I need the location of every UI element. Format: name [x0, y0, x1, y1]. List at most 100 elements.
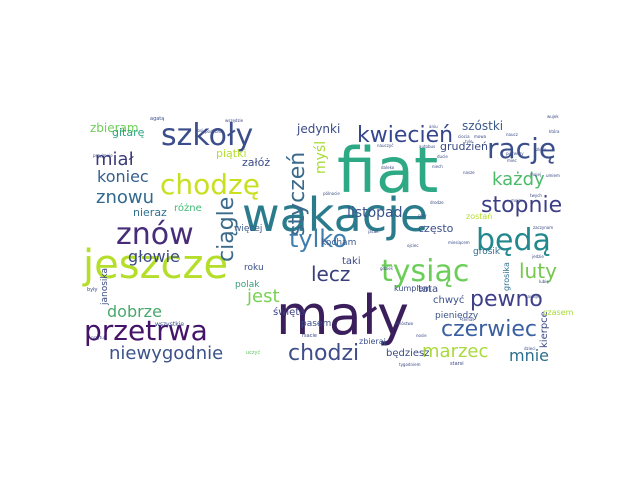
- word-dobrze: dobrze: [107, 302, 162, 321]
- word-taki: taki: [342, 256, 361, 267]
- word-tygodniem: tygodniem: [399, 362, 421, 367]
- word-były: były: [87, 287, 98, 293]
- word-gdzieś: gdzieś: [380, 266, 393, 271]
- word-różne: różne: [174, 202, 202, 214]
- word-grosika: grosika: [502, 262, 511, 291]
- word-tylko: tylko: [289, 225, 347, 253]
- word-kwiecień: kwiecień: [357, 123, 453, 148]
- word-pierwszy: pierwszy: [506, 151, 524, 156]
- word-nieraz: nieraz: [133, 206, 167, 219]
- word-nasze: nasze: [463, 170, 475, 175]
- word-tata: tata: [418, 284, 438, 295]
- word-jedynki: jedynki: [296, 122, 340, 136]
- word-nauczyć: nauczyć: [377, 143, 393, 148]
- word-mnie: mnie: [509, 346, 549, 365]
- word-mojej: mojej: [530, 172, 541, 177]
- word-miec: miec: [507, 158, 517, 163]
- word-przy: przy: [418, 213, 427, 218]
- word-mały: mały: [276, 284, 409, 347]
- word-głowie: głowie: [128, 247, 180, 266]
- word-starsi: starsi: [450, 361, 464, 367]
- word-chwyć: chwyć: [433, 294, 464, 306]
- word-jacak: jacak: [367, 229, 379, 234]
- word-temat: temat: [462, 317, 474, 322]
- word-często: często: [418, 222, 454, 235]
- word-zbieram: zbieram: [90, 121, 139, 135]
- word-przyjmuje: przyjmuje: [93, 153, 113, 158]
- word-jeszcze: jeszcze: [82, 242, 228, 288]
- word-czasem: czasem: [543, 308, 574, 317]
- word-pieniędzy: pieniędzy: [435, 311, 479, 321]
- word-naucz: naucz: [506, 132, 518, 137]
- word-jedzie: jedzie: [531, 254, 544, 259]
- word-polak: polak: [235, 280, 260, 290]
- word-lubię: lubię: [539, 279, 549, 284]
- word-będą: będą: [476, 223, 551, 258]
- word-tysiąc: tysiąc: [381, 254, 469, 289]
- word-stopnie: stopnie: [481, 193, 562, 218]
- word-gitarę: gitarę: [112, 126, 145, 139]
- word-koniec: koniec: [97, 167, 149, 186]
- word-więcej: więcej: [234, 224, 262, 234]
- word-niech: niech: [432, 164, 443, 169]
- word-lecz: lecz: [311, 262, 350, 286]
- word-chodzi: chodzi: [288, 341, 359, 366]
- word-wszędzie: wszędzie: [225, 118, 244, 123]
- word-zbieraj: zbieraj: [359, 337, 386, 346]
- word-daleko: daleko: [381, 165, 395, 170]
- word-janosika: janosika: [100, 268, 110, 306]
- word-ojciec: ojciec: [407, 243, 419, 248]
- word-wakacje: wakacje: [242, 188, 428, 242]
- word-nosi: nosi: [195, 128, 203, 133]
- word-mowa: mowa: [474, 134, 487, 139]
- word-wujek: wujek: [547, 114, 559, 119]
- word-szkoły: szkoły: [161, 118, 253, 153]
- word-przytul: przytul: [91, 335, 105, 340]
- word-zaczynam: zaczynam: [533, 225, 553, 230]
- word-kumplem: kumplem: [394, 284, 431, 293]
- word-piątki: piątki: [216, 147, 247, 160]
- word-miał: miał: [95, 149, 135, 170]
- word-rsacie: rsacie: [302, 333, 317, 339]
- word-fiat: fiat: [337, 134, 438, 207]
- word-wszystkie: wszystkie: [155, 321, 184, 328]
- word-jest: jest: [246, 286, 280, 307]
- word-myśl: myśl: [313, 141, 329, 174]
- word-kierpce: kierpce: [539, 311, 550, 348]
- word-każdy: każdy: [492, 169, 545, 190]
- word-autobus: autobus: [419, 144, 435, 149]
- word-grosik: grosik: [473, 247, 501, 257]
- word-ducie: ducie: [437, 154, 448, 159]
- word-styczeń: styczeń: [285, 152, 310, 236]
- word-pólnocie: pólnocie: [323, 191, 340, 196]
- word-hawaje: hawaje: [525, 294, 540, 299]
- word-ciocia: ciocia: [458, 134, 470, 139]
- word-nosie: nosie: [416, 333, 427, 338]
- word-pasem: pasem: [301, 319, 331, 329]
- word-pewno: pewno: [470, 287, 543, 312]
- word-tyle: tyle: [465, 139, 473, 144]
- word-roku: roku: [244, 263, 264, 273]
- word-szkole: szkole: [534, 147, 547, 152]
- word-aniu: aniu: [429, 124, 438, 129]
- word-podobno: podobno: [205, 129, 223, 134]
- word-drodze: drodze: [430, 200, 444, 205]
- word-agatą: agatą: [150, 116, 164, 122]
- word-która: która: [549, 129, 560, 134]
- word-święta: święta: [273, 306, 305, 318]
- word-czerwiec: czerwiec: [441, 317, 537, 342]
- word-listopad: listopad: [347, 205, 402, 221]
- word-twych: twych: [530, 193, 542, 198]
- word-marzec: marzec: [422, 341, 488, 362]
- word-moim: moim: [511, 198, 522, 203]
- word-uczyć: uczyć: [246, 349, 261, 356]
- word-przetrwa: przetrwa: [84, 314, 208, 347]
- word-mnóstwo: mnóstwo: [395, 321, 414, 326]
- word-znów: znów: [116, 217, 194, 252]
- word-będziesz: będziesz: [386, 348, 430, 359]
- word-luty: luty: [519, 259, 557, 283]
- word-szóstki: szóstki: [462, 119, 503, 133]
- word-zostań: zostań: [466, 212, 492, 221]
